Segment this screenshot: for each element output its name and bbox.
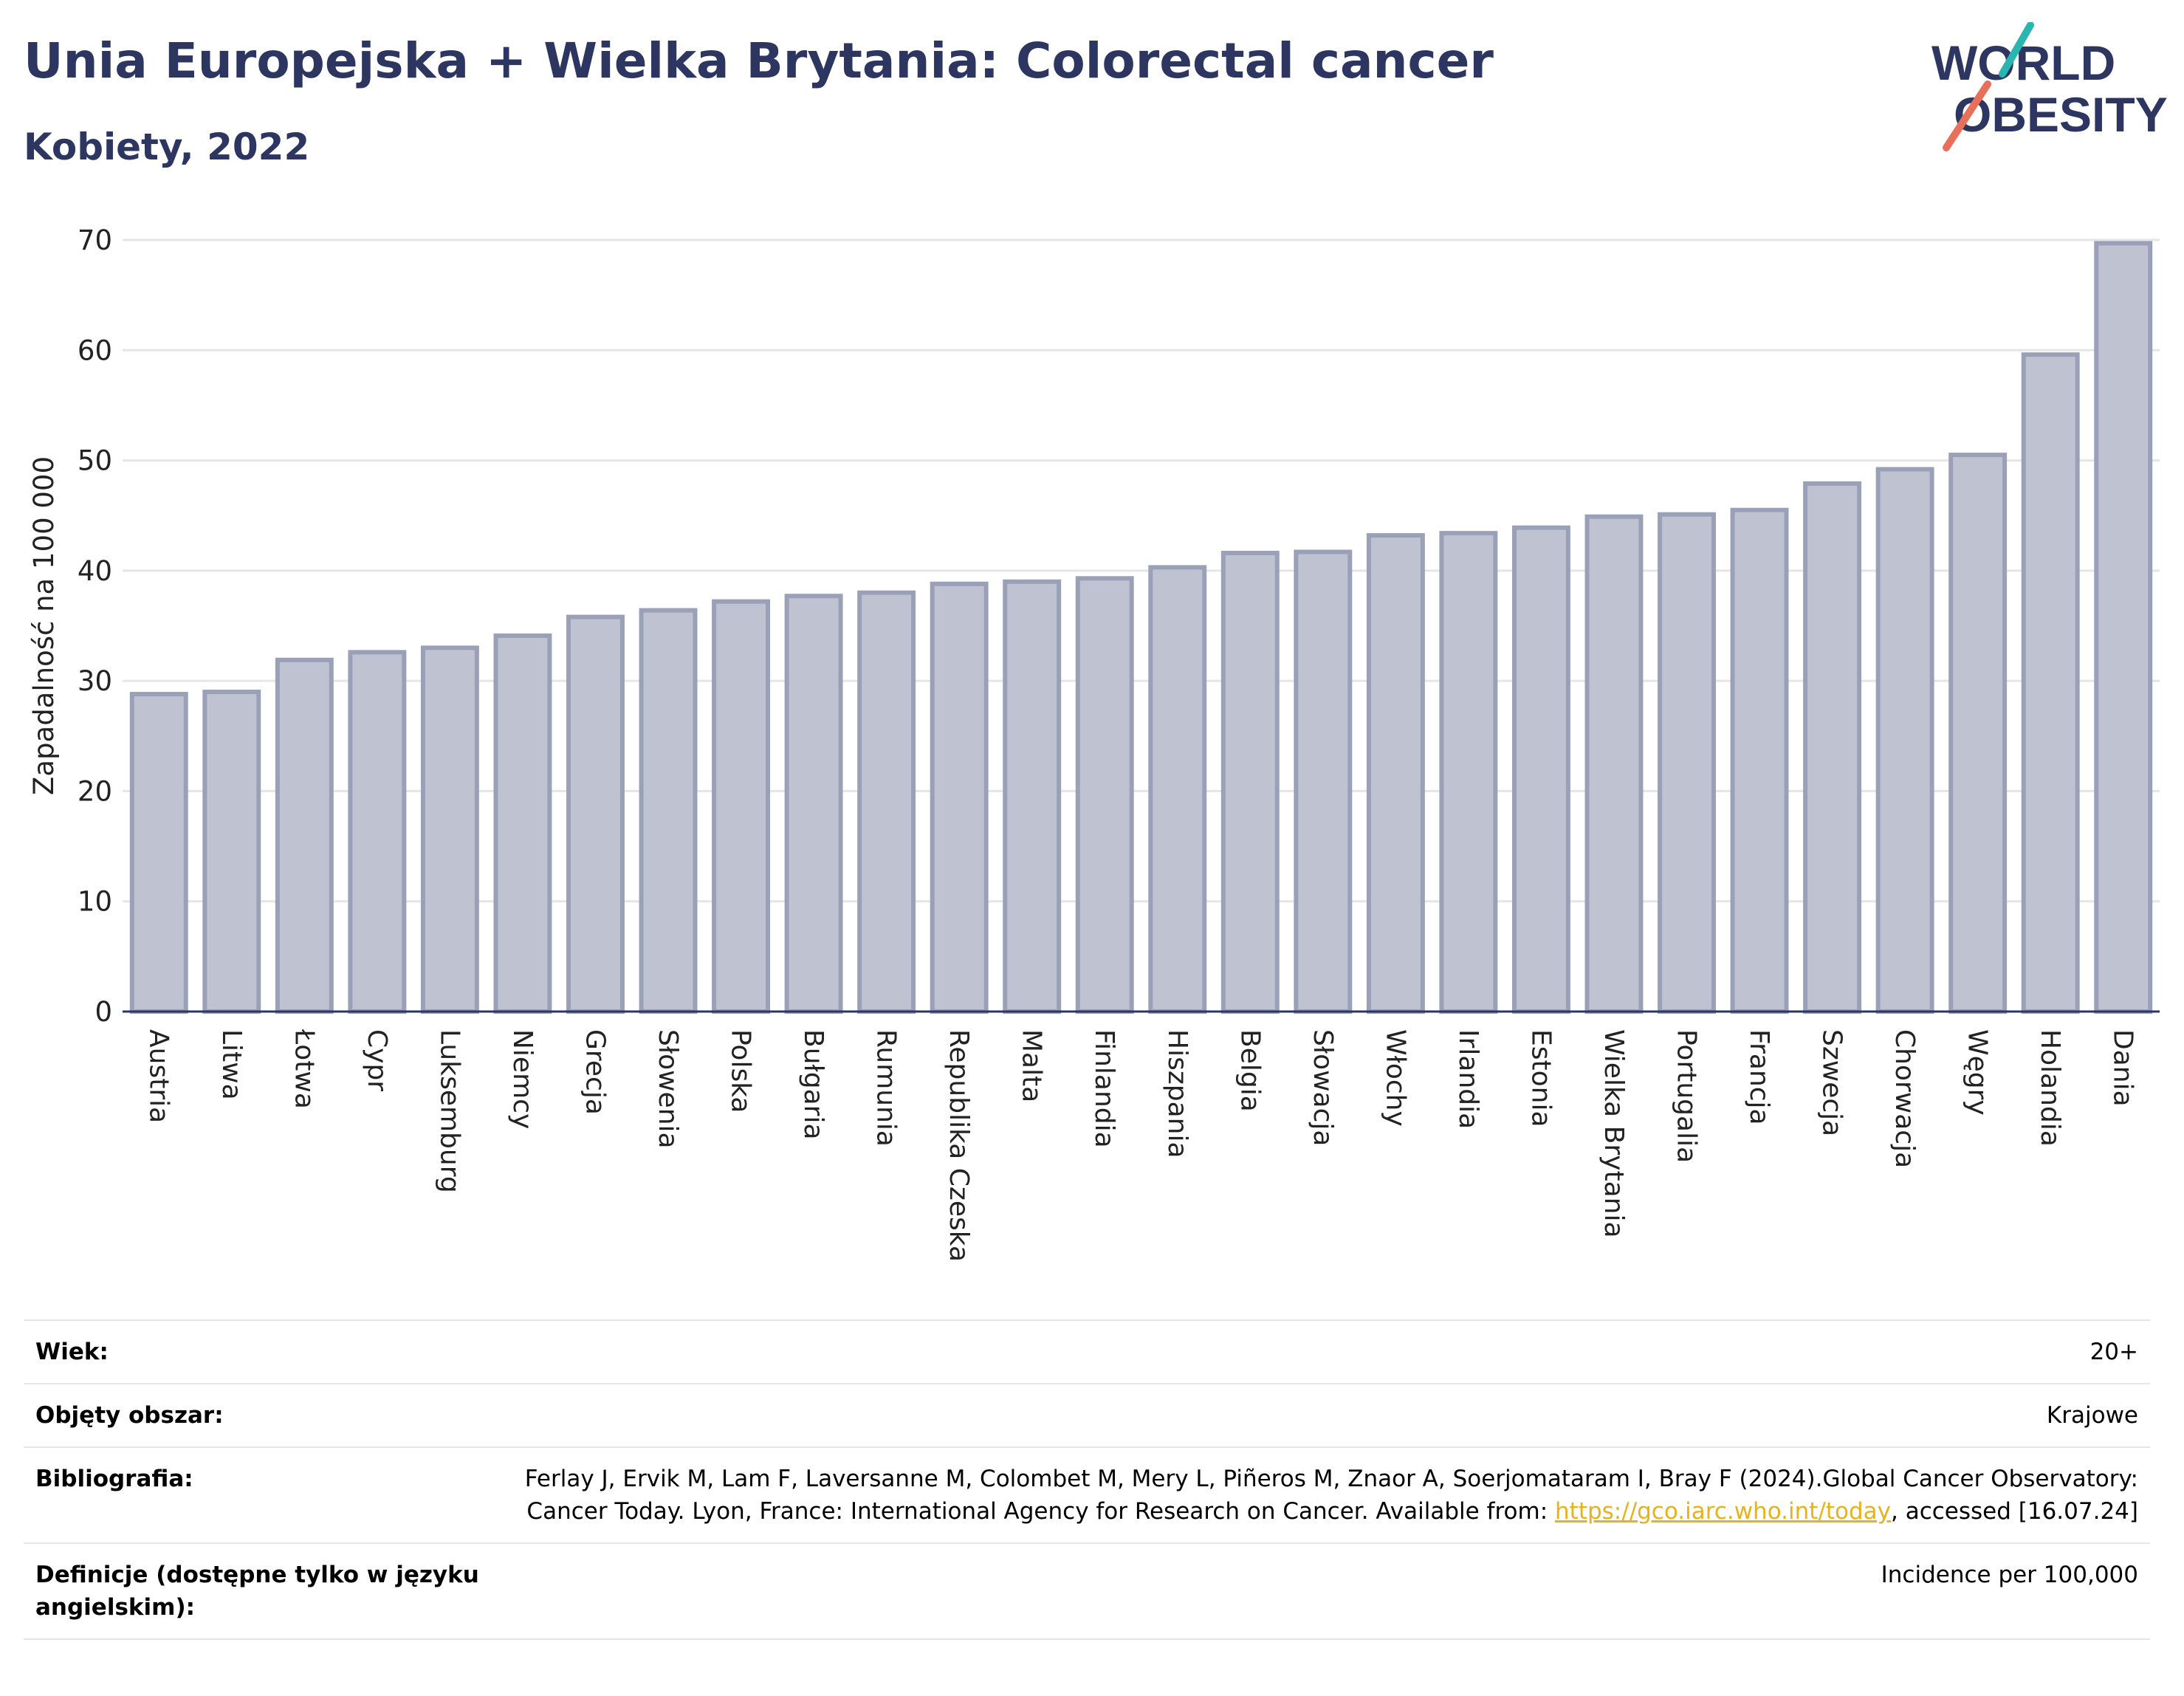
meta-label-definitions: Definicje (dostępne tylko w języku angie… <box>35 1562 479 1621</box>
page-title: Unia Europejska + Wielka Brytania: Color… <box>24 32 1494 89</box>
bar <box>1003 579 1062 1014</box>
x-tick-label: Portugalia <box>1672 1029 1702 1163</box>
bar-chart: 0 10 20 30 40 50 60 70 Zapadalność na 100 000 Aus… <box>28 224 2160 1262</box>
x-tick-label: Dania <box>2108 1029 2138 1107</box>
x-tick-label: Holandia <box>2035 1029 2065 1147</box>
x-tick-label: Estonia <box>1525 1029 1556 1127</box>
y-tick-label: 0 <box>95 996 112 1028</box>
bar <box>493 633 552 1014</box>
bar <box>275 657 334 1014</box>
bar <box>129 692 188 1014</box>
x-tick-label: Hiszpania <box>1162 1029 1192 1158</box>
logo-teal-stroke <box>1999 22 2034 78</box>
x-tick-label: Litwa <box>216 1029 247 1100</box>
meta-value-bibliography: Ferlay J, Ervik M, Lam F, Laversanne M, … <box>514 1463 2138 1528</box>
bar <box>857 590 916 1014</box>
metadata-table: Wiek: 20+ Objęty obszar: Krajowe Bibliog… <box>24 1319 2150 1640</box>
x-tick-label: Rumunia <box>871 1029 902 1147</box>
meta-label-age: Wiek: <box>35 1339 109 1365</box>
x-tick-label: Luksemburg <box>434 1029 464 1193</box>
meta-row-bibliography: Bibliografia: Ferlay J, Ervik M, Lam F, … <box>24 1446 2150 1542</box>
bar <box>2021 352 2080 1014</box>
world-obesity-logo: WORLD OBESITY <box>1931 22 2168 151</box>
x-tick-label: Polska <box>726 1029 756 1113</box>
bibliography-text: Ferlay J, Ervik M, Lam F, Laversanne M, … <box>524 1466 2138 1525</box>
y-tick-label: 20 <box>78 775 112 807</box>
x-tick-label: Belgia <box>1234 1029 1265 1112</box>
bar <box>712 599 771 1014</box>
meta-label-bibliography: Bibliografia: <box>35 1466 193 1492</box>
y-tick-label: 70 <box>78 224 112 256</box>
x-tick-label: Bułgaria <box>798 1029 828 1140</box>
meta-value-definitions: Incidence per 100,000 <box>1881 1562 2138 1588</box>
x-tick-label: Grecja <box>580 1029 610 1115</box>
bar <box>930 581 989 1014</box>
x-tick-label: Słowenia <box>653 1029 683 1149</box>
meta-row-area: Objęty obszar: Krajowe <box>24 1383 2150 1446</box>
bar <box>1511 525 1570 1014</box>
x-tick-label: Niemcy <box>507 1029 538 1129</box>
bar <box>420 645 479 1014</box>
y-tick-label: 50 <box>78 445 112 477</box>
bar <box>1075 576 1134 1014</box>
logo-red-stroke <box>1943 80 1991 151</box>
meta-value-area: Krajowe <box>2046 1402 2138 1429</box>
x-tick-label: Cypr <box>362 1029 392 1091</box>
bar <box>2094 241 2153 1014</box>
bar <box>784 594 843 1014</box>
bibliography-accessed: , accessed [16.07.24] <box>1890 1498 2138 1525</box>
page-subtitle: Kobiety, 2022 <box>24 126 310 168</box>
meta-row-age: Wiek: 20+ <box>24 1319 2150 1383</box>
meta-value-age: 20+ <box>2089 1339 2138 1365</box>
bar <box>1366 533 1425 1014</box>
y-tick-label: 40 <box>78 555 112 587</box>
bar <box>1658 512 1716 1014</box>
y-tick-label: 10 <box>78 886 112 918</box>
y-tick-label: 60 <box>78 334 112 366</box>
y-tick-label: 30 <box>78 665 112 697</box>
meta-label-area: Objęty obszar: <box>35 1402 224 1429</box>
x-tick-label: Włochy <box>1380 1029 1410 1127</box>
bar <box>1730 507 1789 1014</box>
x-tick-label: Republika Czeska <box>944 1029 974 1262</box>
x-tick-label: Austria <box>143 1029 174 1123</box>
bar <box>1148 565 1207 1014</box>
x-tick-label: Chorwacja <box>1889 1029 1920 1168</box>
y-axis-label: Zapadalność na 100 000 <box>28 456 60 795</box>
bar <box>1220 550 1280 1014</box>
bar <box>348 650 407 1014</box>
bibliography-link[interactable]: https://gco.iarc.who.int/today <box>1555 1498 1891 1525</box>
x-tick-label: Malta <box>1017 1029 1047 1102</box>
bar <box>639 608 698 1014</box>
meta-row-definitions: Definicje (dostępne tylko w języku angie… <box>24 1542 2150 1640</box>
x-tick-label: Węgry <box>1962 1029 1993 1116</box>
x-tick-label: Szwecja <box>1817 1029 1847 1136</box>
bar <box>1875 467 1934 1014</box>
bar <box>1948 453 2008 1014</box>
x-tick-label: Francja <box>1744 1029 1774 1125</box>
x-tick-label: Łotwa <box>289 1029 319 1109</box>
x-tick-label: Finlandia <box>1089 1029 1119 1148</box>
x-tick-label: Słowacja <box>1308 1029 1338 1146</box>
bar <box>1294 549 1353 1014</box>
bar <box>1803 481 1862 1014</box>
bar <box>1584 514 1644 1014</box>
logo-line2: OBESITY <box>1954 87 2168 142</box>
x-tick-label: Wielka Brytania <box>1598 1029 1629 1238</box>
bar <box>1439 531 1498 1014</box>
logo-line1: WORLD <box>1931 35 2115 90</box>
bar <box>566 614 625 1014</box>
bar <box>202 690 261 1014</box>
x-tick-label: Irlandia <box>1453 1029 1483 1129</box>
